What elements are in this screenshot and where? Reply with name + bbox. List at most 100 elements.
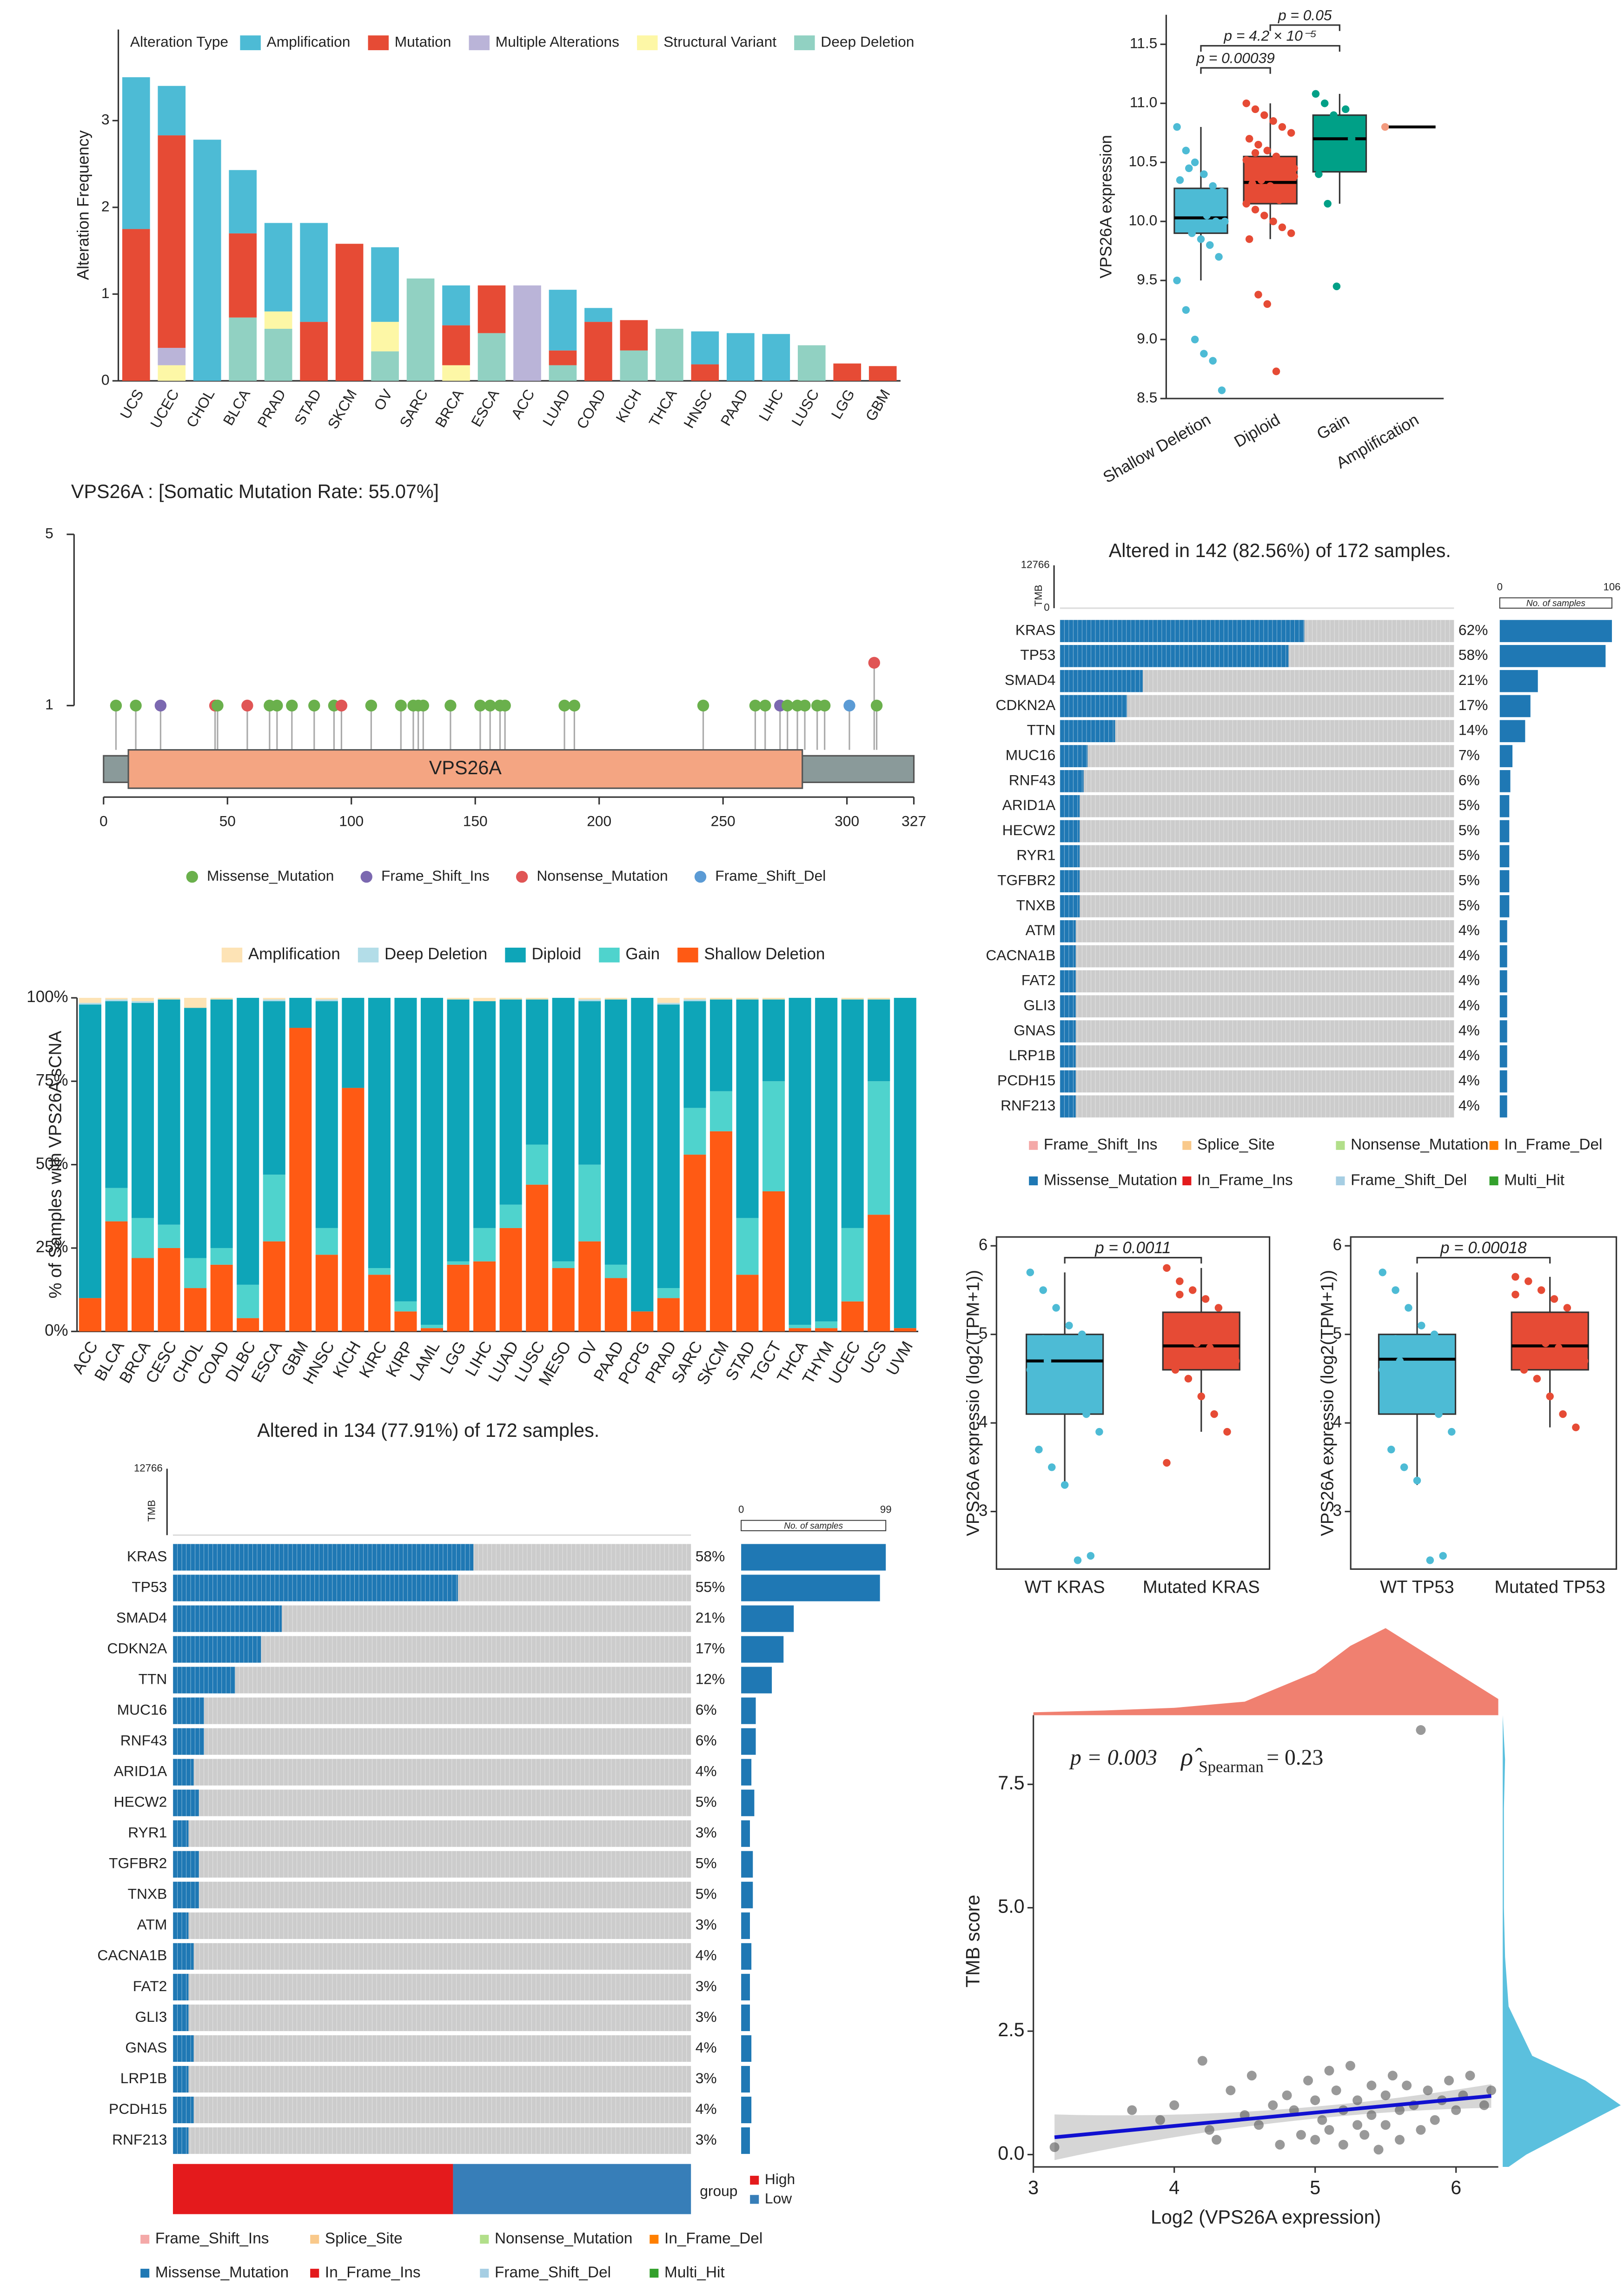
data-point bbox=[1341, 105, 1350, 113]
data-point bbox=[1206, 241, 1214, 249]
count-tick-label: 0 bbox=[1497, 581, 1503, 592]
y-tick-label: 9.0 bbox=[1137, 330, 1157, 347]
bar-segment bbox=[394, 1311, 417, 1332]
altered-fraction bbox=[172, 1759, 194, 1786]
y-tick-label: 0 bbox=[101, 371, 110, 388]
x-tick-label: GBM bbox=[862, 386, 893, 424]
data-point bbox=[1209, 357, 1217, 365]
data-point bbox=[1200, 170, 1208, 178]
y-tick-label: 4 bbox=[979, 1413, 988, 1431]
bar-segment bbox=[289, 997, 312, 1028]
data-point bbox=[1303, 2075, 1313, 2086]
bar-segment bbox=[578, 1001, 601, 1165]
count-axis-label: No. of samples bbox=[784, 1521, 843, 1531]
lollipop-head bbox=[870, 699, 883, 712]
bar-segment bbox=[131, 1218, 154, 1258]
data-point bbox=[1559, 1410, 1567, 1418]
lollipop-head bbox=[818, 699, 831, 712]
data-point bbox=[1201, 1335, 1210, 1343]
plot-frame bbox=[995, 1236, 1271, 1570]
data-point bbox=[1572, 1423, 1580, 1431]
percent-label: 21% bbox=[1458, 671, 1488, 688]
legend-swatch bbox=[469, 35, 490, 50]
bar-segment bbox=[499, 1228, 522, 1332]
bar-segment bbox=[578, 1241, 601, 1332]
data-point bbox=[1352, 2095, 1363, 2106]
legend-swatch bbox=[599, 947, 620, 963]
x-tick-label: Shallow Deletion bbox=[1100, 411, 1214, 487]
data-point bbox=[1537, 1286, 1545, 1294]
data-point bbox=[1245, 235, 1253, 243]
data-point bbox=[1448, 1428, 1456, 1436]
percent-label: 5% bbox=[1458, 897, 1480, 913]
altered-fraction bbox=[172, 1973, 189, 2000]
annotation: p = 0.003 bbox=[1069, 1746, 1157, 1770]
gene-label: RNF213 bbox=[1001, 1097, 1055, 1114]
legend-swatch bbox=[310, 2269, 319, 2278]
altered-fraction bbox=[1060, 745, 1088, 767]
x-tick-label: LIHC bbox=[756, 386, 787, 424]
altered-fraction bbox=[1060, 770, 1084, 792]
legend-label: In_Frame_Del bbox=[664, 2230, 762, 2247]
bar-segment bbox=[549, 365, 577, 381]
bar-segment bbox=[263, 1175, 285, 1242]
bar-segment bbox=[447, 999, 470, 1262]
data-point bbox=[1026, 1366, 1034, 1374]
confidence-band bbox=[1054, 2084, 1491, 2160]
legend-label: Frame_Shift_Ins bbox=[1044, 1136, 1158, 1153]
bar-segment bbox=[841, 1228, 864, 1302]
count-bar bbox=[741, 1973, 750, 2000]
y-tick-label: 10.5 bbox=[1129, 153, 1158, 170]
row-background bbox=[172, 2035, 691, 2062]
bar-segment bbox=[526, 1184, 549, 1332]
legend-swatch bbox=[360, 870, 372, 883]
percent-label: 4% bbox=[1458, 972, 1480, 989]
lollipop-head bbox=[241, 699, 253, 712]
data-point bbox=[1127, 2105, 1137, 2115]
bar-segment bbox=[815, 1328, 838, 1332]
data-point bbox=[1324, 2125, 1334, 2135]
legend-swatch bbox=[1336, 1176, 1345, 1186]
bar-segment bbox=[549, 290, 577, 351]
percent-label: 14% bbox=[1458, 722, 1488, 738]
count-bar bbox=[741, 2004, 750, 2031]
count-bar bbox=[1499, 1095, 1507, 1118]
tmb-label: TMB bbox=[146, 1500, 157, 1522]
count-bar bbox=[1499, 695, 1531, 717]
lollipop-plot: VPS26A : [Somatic Mutation Rate: 55.07%]… bbox=[45, 481, 926, 884]
gene-label: GNAS bbox=[1014, 1022, 1055, 1038]
altered-fraction bbox=[172, 1605, 282, 1632]
bar-segment bbox=[736, 1218, 759, 1275]
bar-segment bbox=[549, 350, 577, 365]
data-point bbox=[1525, 1317, 1532, 1325]
tmb-tick-label: 12766 bbox=[134, 1462, 163, 1474]
bar-segment bbox=[158, 1248, 180, 1332]
bar-segment bbox=[683, 1108, 706, 1155]
altered-fraction bbox=[172, 1636, 261, 1663]
bar-segment bbox=[79, 1004, 101, 1298]
x-tick-label: HNSC bbox=[680, 386, 716, 431]
lollipop-head bbox=[110, 699, 122, 712]
data-point bbox=[1257, 176, 1266, 184]
data-point bbox=[1035, 1446, 1043, 1454]
bar-segment bbox=[789, 1324, 811, 1328]
bar-segment bbox=[420, 1324, 444, 1328]
gene-label: FAT2 bbox=[133, 1978, 167, 1994]
data-point bbox=[1219, 1348, 1227, 1356]
percent-label: 58% bbox=[696, 1548, 725, 1564]
data-point bbox=[1188, 1286, 1197, 1294]
gene-label: RNF213 bbox=[112, 2131, 167, 2148]
percent-label: 5% bbox=[1458, 822, 1480, 838]
bar-segment bbox=[131, 1001, 154, 1003]
lollipop-head bbox=[568, 699, 581, 712]
altered-fraction bbox=[172, 1544, 474, 1571]
data-point bbox=[1179, 223, 1187, 232]
data-point bbox=[1383, 1348, 1391, 1356]
bar-segment bbox=[762, 1081, 785, 1192]
lollipop-head bbox=[417, 699, 429, 712]
row-background bbox=[172, 1881, 691, 1908]
domain-label: VPS26A bbox=[429, 757, 502, 778]
box bbox=[1511, 1311, 1589, 1371]
percent-label: 6% bbox=[696, 1732, 717, 1749]
bar-segment bbox=[709, 1131, 733, 1332]
